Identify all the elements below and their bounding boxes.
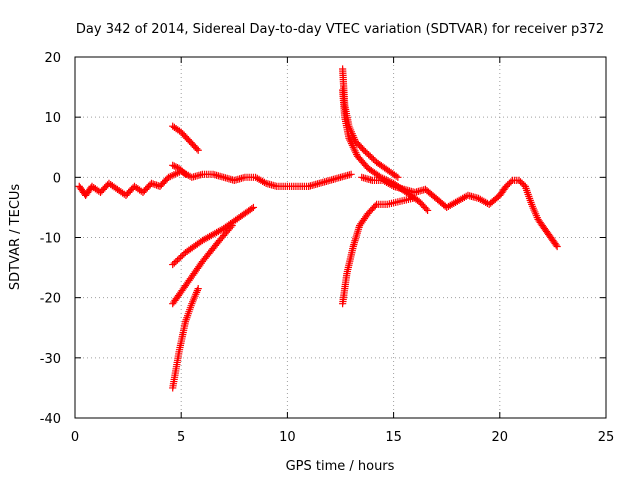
data-point bbox=[228, 221, 236, 230]
series-track-steep bbox=[169, 285, 202, 392]
series-track-high-b bbox=[169, 161, 190, 178]
series-track-recover bbox=[339, 194, 417, 308]
x-tick-label: 5 bbox=[177, 430, 185, 445]
data-point bbox=[423, 206, 432, 215]
data-point bbox=[249, 203, 258, 212]
data-point bbox=[409, 194, 417, 202]
grid bbox=[75, 57, 606, 418]
y-tick-label: -30 bbox=[40, 352, 61, 367]
data-point bbox=[347, 170, 355, 178]
data-point bbox=[194, 146, 202, 154]
x-tick-label: 0 bbox=[71, 430, 79, 445]
x-tick-labels: 0 5 10 15 20 25 bbox=[71, 430, 614, 445]
axis-ticks bbox=[74, 56, 607, 419]
series-track-high-a bbox=[169, 122, 202, 154]
plot-frame bbox=[74, 56, 607, 419]
y-tick-label: -20 bbox=[40, 292, 61, 307]
x-tick-label: 25 bbox=[598, 430, 615, 445]
chart-title: Day 342 of 2014, Sidereal Day-to-day VTE… bbox=[76, 22, 604, 37]
x-tick-label: 10 bbox=[279, 430, 296, 445]
series-baseline bbox=[75, 167, 355, 199]
x-tick-label: 15 bbox=[385, 430, 402, 445]
data-point bbox=[394, 173, 402, 181]
y-axis-label: SDTVAR / TECUs bbox=[8, 184, 23, 291]
x-axis-label: GPS time / hours bbox=[286, 459, 395, 474]
series-late-segment bbox=[358, 173, 561, 251]
y-tick-label: -10 bbox=[40, 232, 61, 247]
y-tick-label: -40 bbox=[40, 412, 61, 427]
series-track-rise-a bbox=[169, 203, 258, 269]
data-point bbox=[553, 242, 561, 251]
y-tick-label: 20 bbox=[44, 51, 61, 66]
x-tick-label: 20 bbox=[492, 430, 509, 445]
series-track-rise-b bbox=[169, 221, 236, 308]
y-tick-labels: -40 -30 -20 -10 0 10 20 bbox=[40, 51, 61, 427]
data-point bbox=[181, 170, 190, 178]
y-tick-label: 10 bbox=[44, 111, 61, 126]
y-tick-label: 0 bbox=[53, 171, 61, 186]
data-point bbox=[194, 285, 202, 293]
data-series bbox=[75, 65, 561, 392]
